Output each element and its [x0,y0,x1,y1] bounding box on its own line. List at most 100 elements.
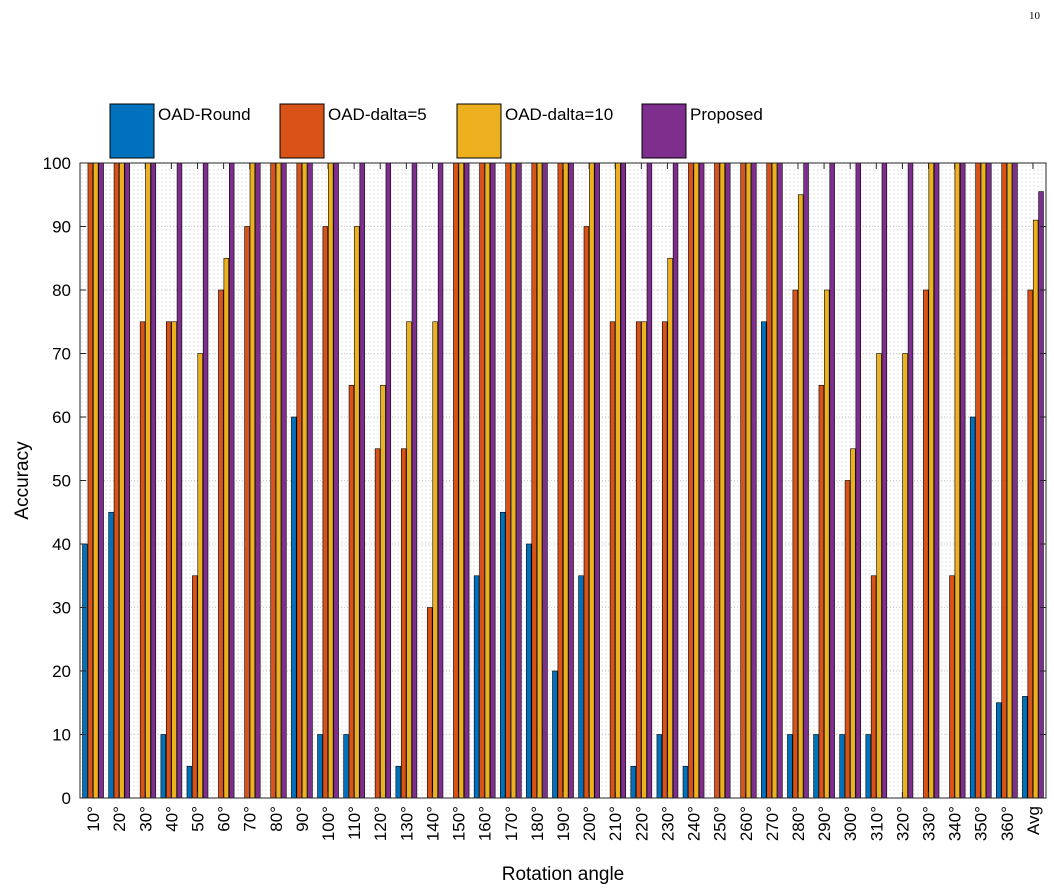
bar [698,162,705,799]
x-tick-label: 210° [606,806,625,841]
x-tick-label: 230° [658,806,677,841]
bar [583,226,590,799]
x-tick-label: 150° [450,806,469,841]
x-tick-label: 140° [423,806,442,841]
bar [620,162,627,799]
bar [453,162,459,799]
x-tick-label: 310° [867,806,886,841]
bar [343,734,349,799]
bar [1032,219,1039,799]
x-tick-label: 280° [789,806,808,841]
bar [1022,696,1028,799]
bar [865,734,871,799]
bar [197,353,203,799]
x-tick-label: 70° [241,806,260,832]
x-tick-label: 300° [841,806,860,841]
bar [578,575,584,799]
x-tick-label: 80° [267,806,286,832]
x-tick-label: 330° [920,806,939,841]
bar [473,575,480,799]
bar [165,321,172,799]
bar [255,162,261,799]
bar [792,289,798,799]
y-tick-label: 100 [43,154,71,173]
bar [641,321,647,799]
bar [876,353,882,799]
bar [119,162,125,799]
legend-label: OAD-dalta=10 [505,105,613,124]
bar [1001,162,1007,799]
bar [907,162,914,799]
bar [1006,162,1013,799]
bar [557,162,564,799]
x-tick-label: 20° [110,806,129,832]
bar [615,162,621,799]
bar [400,448,407,799]
y-tick-label: 80 [52,281,71,300]
bar [714,162,720,799]
bar [787,734,793,799]
y-tick-label: 10 [52,726,71,745]
x-tick-label: 170° [502,806,521,841]
x-tick-label: 290° [815,806,834,841]
bar [928,162,934,799]
bar [662,321,668,799]
bar [395,765,401,799]
legend-swatch [279,103,325,159]
bar [275,162,282,799]
x-tick-label: 240° [685,806,704,841]
x-tick-label: 350° [972,806,991,841]
bar [301,162,308,799]
bar [322,226,329,799]
bar [839,734,845,799]
bar [202,162,209,799]
x-tick-label: 160° [476,806,495,841]
bar [949,575,955,799]
x-tick-label: 90° [293,806,312,832]
bar [406,321,412,799]
x-tick-label: 190° [554,806,573,841]
bar [803,162,809,799]
x-tick-label: 260° [737,806,756,841]
y-tick-label: 30 [52,599,71,618]
bar [542,162,548,799]
bar [824,289,830,799]
bar [218,289,224,799]
bar [870,575,877,799]
y-tick-label: 70 [52,345,71,364]
bar [996,702,1002,799]
bar [594,162,600,799]
y-axis-title: Accuracy [12,441,33,520]
bar [411,162,418,799]
bar [516,162,522,799]
bar [124,162,130,799]
bar [192,575,198,799]
bar [87,162,94,799]
legend-swatch [641,103,687,159]
x-tick-label: 130° [397,806,416,841]
bar [818,384,825,799]
bar [281,162,287,799]
bar [881,162,888,799]
bar [719,162,726,799]
bar [1038,191,1044,799]
y-tick-label: 60 [52,408,71,427]
bar [432,321,438,799]
bar [667,257,673,799]
bar [490,162,496,799]
bar [646,162,653,799]
bar [933,162,940,799]
y-tick-label: 50 [52,472,71,491]
bar [589,162,595,799]
bar [223,257,229,799]
bar [813,734,819,799]
bar [317,734,323,799]
bar [93,162,99,799]
bar [771,162,778,799]
bar [479,162,485,799]
bar [609,321,616,799]
bar [98,162,104,799]
bar [552,670,558,799]
bar [160,734,166,799]
